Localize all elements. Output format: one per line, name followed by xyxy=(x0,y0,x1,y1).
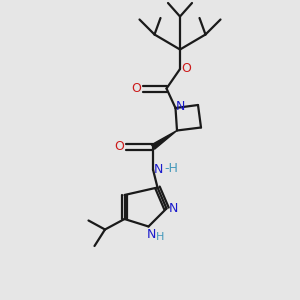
Text: N: N xyxy=(147,228,156,242)
Text: O: O xyxy=(182,62,191,76)
Text: O: O xyxy=(115,140,124,154)
Text: O: O xyxy=(131,82,141,95)
Text: N: N xyxy=(154,163,163,176)
Text: -H: -H xyxy=(164,162,178,176)
Polygon shape xyxy=(152,130,177,149)
Text: H: H xyxy=(156,232,165,242)
Text: N: N xyxy=(168,202,178,215)
Text: N: N xyxy=(176,100,186,113)
